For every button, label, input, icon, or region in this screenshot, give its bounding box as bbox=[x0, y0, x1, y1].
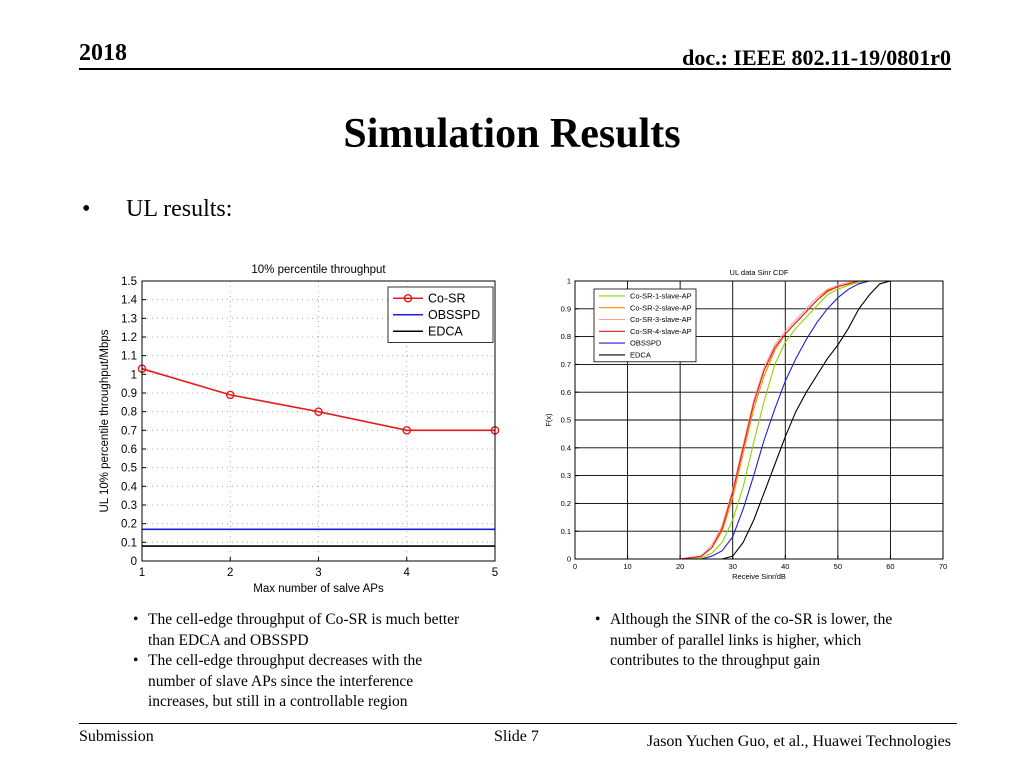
x-tick-label: 20 bbox=[676, 562, 684, 571]
y-tick-label: 0.7 bbox=[561, 360, 571, 369]
x-tick-label: 5 bbox=[492, 567, 498, 579]
plot-frame bbox=[574, 280, 944, 560]
legend-label-co-sr-1-slave-ap: Co-SR-1-slave-AP bbox=[630, 292, 692, 301]
throughput-chart: 1 2 3 4 5 0 0.1 0.2 0.3 0.4 0.5 0.6 0.7 0.8 0.9 1 1.1 1.2… bbox=[99, 264, 500, 595]
data-point-co-sr bbox=[225, 390, 235, 400]
x-axis-label: Receive Sinr/dB bbox=[732, 572, 786, 581]
header-rule bbox=[79, 68, 951, 70]
series-line-obsspd bbox=[680, 280, 880, 560]
notes-left: The cell-edge throughput of Co-SR is muc… bbox=[128, 610, 468, 713]
x-tick-label: 3 bbox=[315, 567, 321, 579]
y-tick-label: 0.7 bbox=[121, 425, 137, 437]
bullet-text: UL results: bbox=[126, 196, 233, 222]
legend-box bbox=[593, 288, 697, 363]
x-tick-label: 1 bbox=[139, 567, 145, 579]
y-tick-label: 1 bbox=[131, 369, 137, 381]
series-line-co-sr-4-slave-ap bbox=[659, 280, 870, 560]
x-axis-label: Max number of salve APs bbox=[253, 583, 384, 595]
x-tick-label: 10 bbox=[623, 562, 631, 571]
note-left-2: The cell-edge throughput decreases with … bbox=[128, 651, 468, 713]
y-tick-label: 0.4 bbox=[561, 443, 571, 452]
header-doc-id: doc.: IEEE 802.11-19/0801r0 bbox=[682, 45, 951, 70]
data-point-co-sr bbox=[402, 426, 412, 435]
legend-label-co-sr: Co-SR bbox=[428, 292, 466, 306]
y-tick-label: 0.8 bbox=[121, 407, 137, 419]
y-tick-label: 1.5 bbox=[121, 276, 137, 288]
y-tick-label: 0.1 bbox=[561, 527, 571, 536]
note-left-1: The cell-edge throughput of Co-SR is muc… bbox=[128, 610, 468, 651]
y-tick-label: 0.6 bbox=[121, 444, 137, 456]
footer-rule bbox=[79, 723, 957, 724]
y-axis-label: UL 10% percentile throughput/Mbps bbox=[99, 329, 111, 512]
x-tick-label: 30 bbox=[729, 562, 737, 571]
x-tick-label: 60 bbox=[886, 562, 894, 571]
legend-label-edca: EDCA bbox=[428, 325, 463, 339]
x-tick-label: 0 bbox=[573, 562, 577, 571]
bullet-ul-results: • UL results: bbox=[82, 196, 232, 223]
footer-submission: Submission bbox=[79, 728, 154, 745]
chart-title: 10% percentile throughput bbox=[251, 264, 386, 276]
y-tick-label: 1.2 bbox=[121, 332, 137, 344]
y-tick-label: 0.5 bbox=[121, 463, 137, 475]
x-tick-label: 4 bbox=[404, 567, 411, 579]
y-tick-label: 0.9 bbox=[561, 304, 571, 313]
y-tick-label: 0.2 bbox=[561, 499, 571, 508]
x-tick-label: 70 bbox=[939, 562, 947, 571]
y-tick-label: 0 bbox=[131, 556, 137, 568]
series-line-co-sr bbox=[141, 367, 495, 432]
y-tick-label: 0.5 bbox=[561, 416, 571, 425]
y-tick-label: 0.2 bbox=[121, 519, 137, 531]
y-tick-label: 1.4 bbox=[121, 295, 138, 307]
legend-marker-co-sr bbox=[403, 293, 413, 303]
y-tick-label: 1.1 bbox=[121, 351, 137, 363]
y-tick-label: 1 bbox=[567, 277, 571, 286]
note-right-1: Although the SINR of the co-SR is lower,… bbox=[590, 610, 930, 672]
x-tick-label: 50 bbox=[834, 562, 842, 571]
footer-authors: Jason Yuchen Guo, et al., Huawei Technol… bbox=[646, 733, 951, 750]
legend-label-co-sr-4-slave-ap: Co-SR-4-slave-AP bbox=[630, 327, 692, 336]
y-tick-label: 0.9 bbox=[121, 388, 137, 400]
series-line-co-sr-3-slave-ap bbox=[659, 280, 870, 560]
y-axis-label: F(x) bbox=[544, 413, 553, 427]
series-line-edca bbox=[701, 280, 891, 560]
y-tick-label: 0.1 bbox=[121, 537, 137, 549]
legend-label-edca: EDCA bbox=[630, 351, 651, 360]
y-tick-label: 0.6 bbox=[561, 388, 571, 397]
legend-label-obsspd: OBSSPD bbox=[428, 308, 480, 322]
legend-label-co-sr-3-slave-ap: Co-SR-3-slave-AP bbox=[630, 315, 692, 324]
y-tick-label: 1.3 bbox=[121, 313, 137, 325]
sinr-cdf-chart: 0 10 20 30 40 50 60 70 0 0.1 0.2 0.3 0.4 0.5 0.6 0.7 0.8… bbox=[544, 268, 947, 581]
footer-slide-number: Slide 7 bbox=[494, 728, 539, 745]
y-tick-label: 0 bbox=[567, 555, 571, 564]
legend-label-obsspd: OBSSPD bbox=[630, 339, 662, 348]
y-tick-label: 0.8 bbox=[561, 332, 571, 341]
y-tick-label: 0.3 bbox=[121, 500, 137, 512]
plot-frame bbox=[141, 280, 496, 562]
series-line-co-sr-1-slave-ap bbox=[659, 280, 880, 560]
slide-title: Simulation Results bbox=[343, 111, 681, 157]
x-tick-label: 40 bbox=[781, 562, 789, 571]
legend-label-co-sr-2-slave-ap: Co-SR-2-slave-AP bbox=[630, 303, 692, 312]
y-tick-label: 0.3 bbox=[561, 471, 571, 480]
bullet-symbol: • bbox=[82, 196, 91, 222]
header-year: 2018 bbox=[79, 40, 127, 66]
data-point-co-sr bbox=[314, 407, 323, 416]
x-tick-label: 2 bbox=[227, 567, 233, 579]
y-tick-label: 0.4 bbox=[121, 481, 138, 493]
notes-right: Although the SINR of the co-SR is lower,… bbox=[590, 610, 930, 672]
chart-title: UL data Sinr CDF bbox=[730, 268, 789, 277]
